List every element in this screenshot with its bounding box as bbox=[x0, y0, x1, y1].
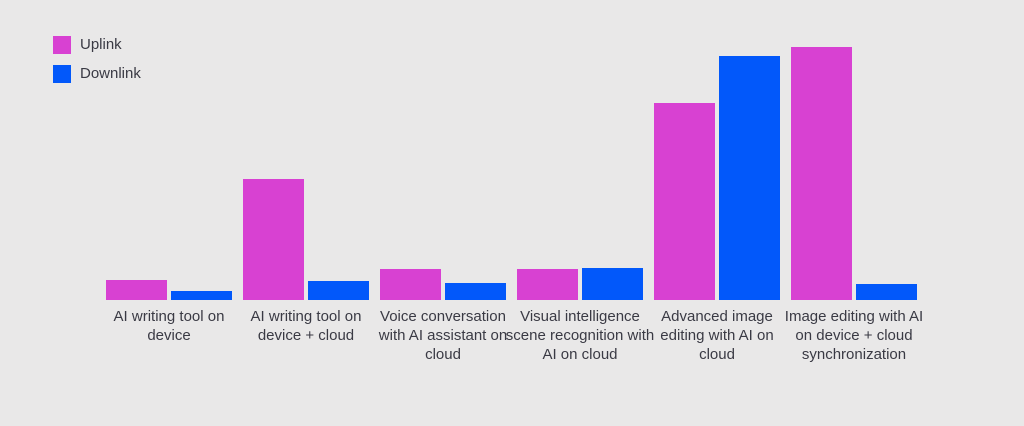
bar-group bbox=[791, 47, 917, 300]
legend-label-uplink: Uplink bbox=[80, 36, 122, 53]
bar-group bbox=[106, 280, 232, 300]
uplink-bar bbox=[243, 179, 304, 300]
legend-label-downlink: Downlink bbox=[80, 65, 141, 82]
downlink-bar bbox=[308, 281, 369, 300]
category-label: AI writing tool on device + cloud bbox=[250, 308, 362, 344]
downlink-swatch bbox=[53, 65, 71, 83]
downlink-bar bbox=[445, 283, 506, 300]
category-label: AI writing tool on device bbox=[113, 308, 225, 344]
uplink-bar bbox=[517, 269, 578, 300]
category-label: Voice conversation with AI assistant on … bbox=[378, 308, 508, 363]
downlink-bar bbox=[856, 284, 917, 300]
bar-group bbox=[380, 269, 506, 300]
bar-group bbox=[654, 56, 780, 300]
legend: Uplink Downlink bbox=[53, 36, 141, 83]
bar-chart bbox=[106, 0, 918, 300]
uplink-bar bbox=[380, 269, 441, 300]
downlink-bar bbox=[719, 56, 780, 300]
uplink-bar bbox=[654, 103, 715, 300]
uplink-bar bbox=[791, 47, 852, 300]
legend-item-uplink: Uplink bbox=[53, 36, 141, 54]
category-label: Advanced image editing with AI on cloud bbox=[660, 308, 774, 363]
bar-group bbox=[243, 179, 369, 300]
category-label: Visual intelligence scene recognition wi… bbox=[505, 308, 655, 363]
downlink-bar bbox=[171, 291, 232, 300]
uplink-swatch bbox=[53, 36, 71, 54]
category-label: Image editing with AI on device + cloud … bbox=[784, 308, 924, 363]
bar-group bbox=[517, 268, 643, 300]
legend-item-downlink: Downlink bbox=[53, 65, 141, 83]
uplink-bar bbox=[106, 280, 167, 300]
downlink-bar bbox=[582, 268, 643, 300]
